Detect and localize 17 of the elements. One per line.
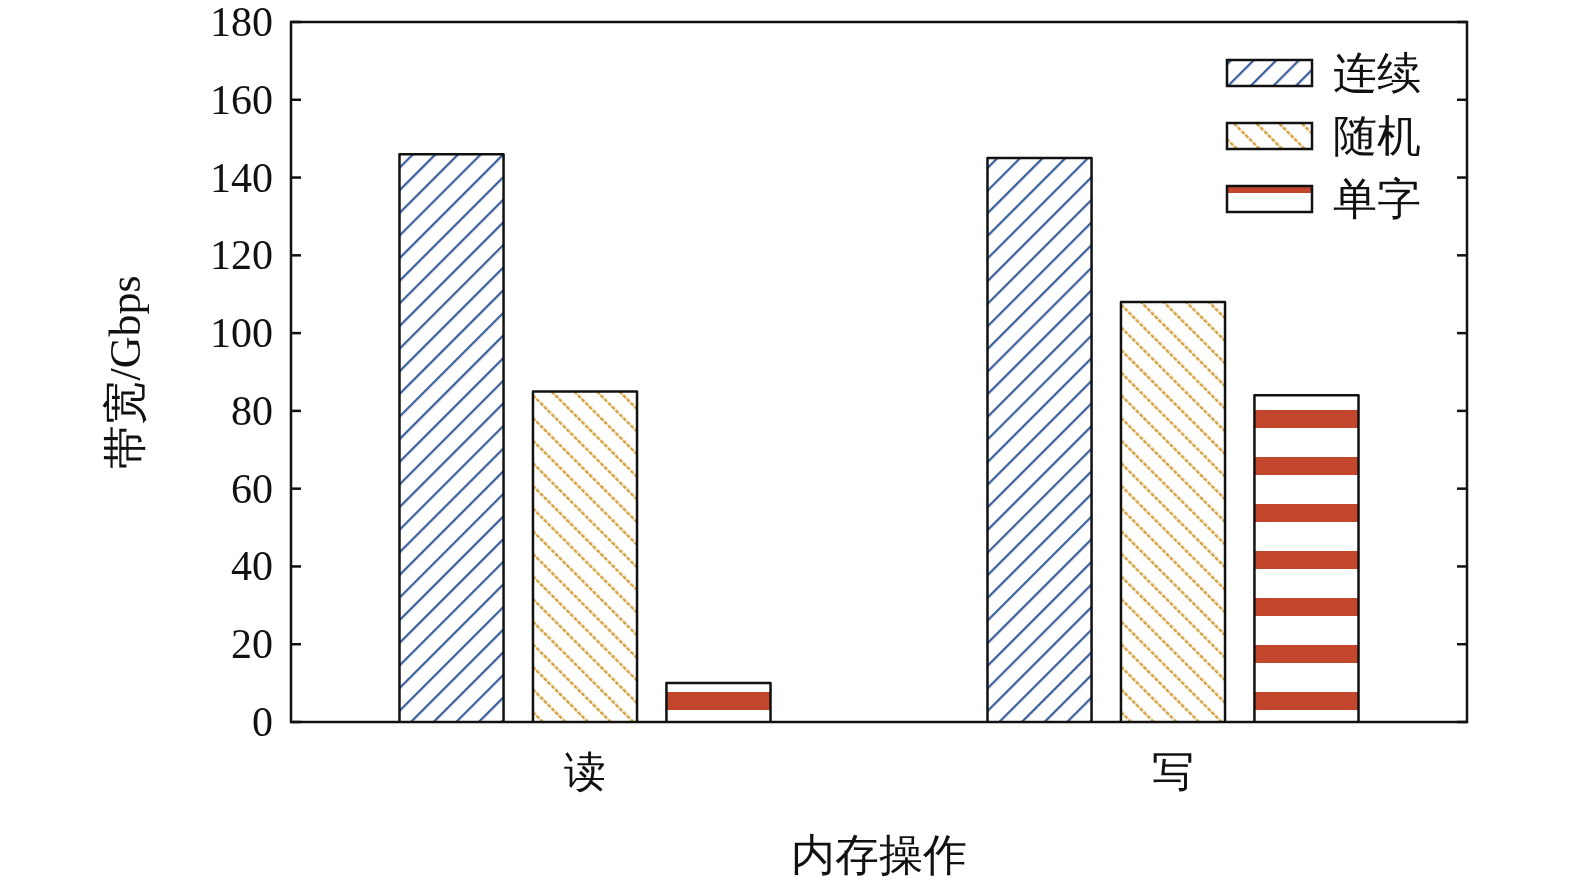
legend-label: 单字: [1333, 174, 1421, 224]
x-tick-label: 读: [564, 749, 606, 795]
x-axis-title: 内存操作: [791, 830, 967, 880]
y-tick-label: 40: [231, 543, 273, 590]
y-tick-label: 180: [210, 0, 273, 45]
y-tick-label: 60: [231, 465, 273, 512]
y-tick-label: 0: [252, 699, 273, 745]
x-tick-label: 写: [1152, 749, 1194, 795]
y-tick-label: 120: [210, 232, 273, 279]
y-tick-label: 100: [210, 310, 273, 357]
legend-label: 随机: [1333, 111, 1421, 161]
y-tick-label: 160: [210, 76, 273, 123]
y-axis-title: 带宽/Gbps: [100, 275, 150, 469]
y-tick-label: 20: [231, 621, 273, 668]
y-tick-label: 140: [210, 154, 273, 201]
legend-label: 连续: [1333, 48, 1421, 98]
y-tick-label: 80: [231, 387, 273, 434]
